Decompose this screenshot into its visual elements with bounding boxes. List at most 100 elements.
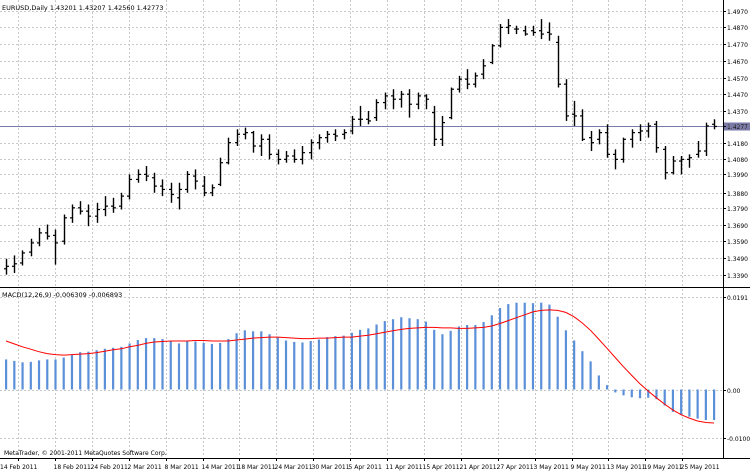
ohlc-bar <box>309 139 314 160</box>
ohlc-bar <box>366 110 371 125</box>
price-tick-label: 1.3490 <box>727 256 748 263</box>
time-tick-label: 2 Mar 2011 <box>128 464 162 471</box>
current-price-line: 1.4277 <box>0 122 750 131</box>
current-price-badge <box>724 122 750 131</box>
macd-histogram-bar <box>433 329 436 390</box>
ohlc-bar <box>358 105 363 126</box>
ohlc-bar <box>144 166 149 182</box>
ohlc-bar <box>243 127 248 140</box>
macd-histogram-bar <box>540 302 543 390</box>
macd-histogram-bar <box>605 385 609 390</box>
ohlc-bar <box>465 69 470 90</box>
macd-histogram-bar <box>359 329 362 390</box>
ohlc-bar <box>638 124 643 141</box>
ohlc-bar <box>12 255 17 273</box>
macd-tick-label: 0.00 <box>727 388 741 395</box>
ohlc-bar <box>687 154 692 168</box>
macd-histogram-bar <box>589 361 592 390</box>
price-tick-label: 1.4570 <box>727 76 748 83</box>
ohlc-bar <box>103 196 108 217</box>
time-tick-label: 24 Mar 2011 <box>275 464 313 471</box>
ohlc-bar <box>523 25 528 36</box>
ohlc-bar <box>95 202 100 223</box>
macd-histogram-bar <box>144 338 148 390</box>
macd-histogram-bar <box>260 331 263 390</box>
macd-histogram-bar <box>161 339 164 390</box>
macd-histogram-bar <box>663 389 666 406</box>
macd-histogram-bar <box>474 324 477 390</box>
ohlc-bar <box>177 182 182 210</box>
grid <box>0 0 723 457</box>
time-tick-label: 24 Feb 2011 <box>91 464 129 471</box>
ohlc-bar <box>613 149 618 170</box>
macd-histogram-bar <box>556 316 559 390</box>
ohlc-bar <box>556 35 561 88</box>
ohlc-bar <box>325 130 330 143</box>
ohlc-bar <box>218 157 223 187</box>
macd-histogram-bar <box>202 342 205 390</box>
ohlc-bar <box>399 90 404 108</box>
macd-histogram-bar <box>326 337 329 390</box>
ohlc-bar <box>235 129 240 147</box>
macd-histogram-bar <box>317 339 321 390</box>
ohlc-bar <box>696 140 701 158</box>
ohlc-bar <box>317 134 322 150</box>
time-tick-label: 5 Apr 2011 <box>349 464 382 471</box>
ohlc-bar <box>531 25 536 36</box>
time-tick-label: 21 Apr 2011 <box>460 464 497 471</box>
ohlc-bar <box>62 214 67 245</box>
ohlc-bar <box>704 122 709 157</box>
ohlc-bar <box>276 149 281 165</box>
macd-histogram-bar <box>573 340 576 390</box>
macd-histogram-bar <box>79 352 82 390</box>
ohlc-bar <box>490 44 495 65</box>
macd-histogram-bar <box>103 348 106 390</box>
time-tick-label: 11 Apr 2011 <box>386 464 423 471</box>
axes <box>0 0 750 459</box>
macd-histogram-bar <box>128 343 131 390</box>
ohlc-bar <box>547 22 552 41</box>
ohlc-bar <box>37 227 42 247</box>
price-tick-label: 1.4080 <box>727 157 748 164</box>
ohlc-bar <box>506 19 511 35</box>
ohlc-bar <box>202 176 207 197</box>
ohlc-bar <box>580 109 585 141</box>
time-tick-label: 30 Mar 2011 <box>312 464 350 471</box>
ohlc-bar <box>564 79 569 121</box>
macd-histogram-bar <box>293 341 296 390</box>
macd-histogram-bar <box>95 350 98 390</box>
macd-histogram-bar <box>334 336 337 390</box>
macd-axis-labels: 0.0191 0.00 -0.0100 <box>723 295 750 443</box>
time-tick-label: 18 Mar 2011 <box>238 464 276 471</box>
macd-histogram-bar <box>235 333 238 390</box>
ohlc-bar <box>210 184 215 197</box>
ohlc-bar <box>300 146 305 165</box>
ohlc-bar <box>185 171 190 193</box>
macd-histogram-bar <box>515 302 518 390</box>
ohlc-bar <box>481 59 486 80</box>
ohlc-bar <box>473 72 478 88</box>
price-tick-label: 1.4370 <box>727 109 748 116</box>
macd-histogram-bar <box>284 340 288 390</box>
macd-histogram-bar <box>548 304 551 390</box>
ohlc-bar <box>119 192 124 210</box>
macd-histogram-bar <box>120 346 123 390</box>
macd-histogram-bar <box>647 389 650 398</box>
price-tick-label: 1.4770 <box>727 42 748 49</box>
ohlc-bar <box>605 124 610 158</box>
ohlc-bar <box>292 149 297 163</box>
ohlc-bar <box>424 94 429 110</box>
ohlc-bar <box>86 204 91 227</box>
price-chart-title: EURUSD,Daily 1.43201 1.43207 1.42560 1.4… <box>2 4 164 12</box>
macd-histogram-bar <box>622 389 625 396</box>
macd-histogram-bar <box>219 342 222 390</box>
macd-histogram-bar <box>21 362 24 390</box>
price-tick-label: 1.4870 <box>727 25 748 32</box>
macd-signal-polyline <box>5 309 715 424</box>
macd-histogram-bar <box>37 360 41 390</box>
price-axis-labels: 1.4970 1.4870 1.4770 1.4670 1.4570 1.4470 1.43… <box>723 9 748 280</box>
ohlc-bar <box>621 137 626 163</box>
price-tick-label: 1.4970 <box>727 9 748 16</box>
ohlc-bar <box>589 130 594 152</box>
